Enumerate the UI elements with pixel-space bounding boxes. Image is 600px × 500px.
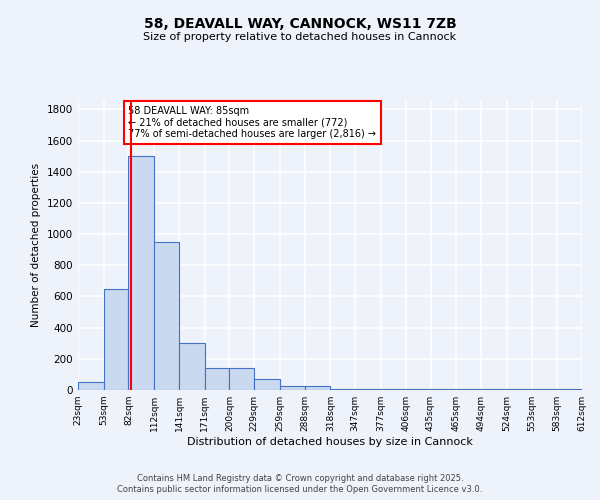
- Text: 58 DEAVALL WAY: 85sqm
← 21% of detached houses are smaller (772)
77% of semi-det: 58 DEAVALL WAY: 85sqm ← 21% of detached …: [128, 106, 376, 140]
- Bar: [331, 389, 355, 390]
- Text: Size of property relative to detached houses in Cannock: Size of property relative to detached ho…: [143, 32, 457, 42]
- Bar: [305, 386, 331, 390]
- Bar: [154, 242, 179, 390]
- Bar: [179, 343, 205, 390]
- Bar: [229, 368, 254, 390]
- Bar: [104, 288, 128, 390]
- Bar: [128, 156, 154, 390]
- Bar: [431, 389, 456, 390]
- Bar: [78, 382, 104, 390]
- Bar: [254, 379, 280, 390]
- Bar: [532, 389, 557, 390]
- Bar: [456, 389, 481, 390]
- X-axis label: Distribution of detached houses by size in Cannock: Distribution of detached houses by size …: [187, 437, 473, 447]
- Bar: [506, 389, 532, 390]
- Bar: [381, 389, 406, 390]
- Text: 58, DEAVALL WAY, CANNOCK, WS11 7ZB: 58, DEAVALL WAY, CANNOCK, WS11 7ZB: [143, 18, 457, 32]
- Bar: [557, 389, 582, 390]
- Bar: [280, 386, 305, 390]
- Bar: [481, 389, 506, 390]
- Bar: [406, 389, 431, 390]
- Y-axis label: Number of detached properties: Number of detached properties: [31, 163, 41, 327]
- Bar: [205, 368, 229, 390]
- Bar: [355, 389, 381, 390]
- Text: Contains HM Land Registry data © Crown copyright and database right 2025.
Contai: Contains HM Land Registry data © Crown c…: [118, 474, 482, 494]
